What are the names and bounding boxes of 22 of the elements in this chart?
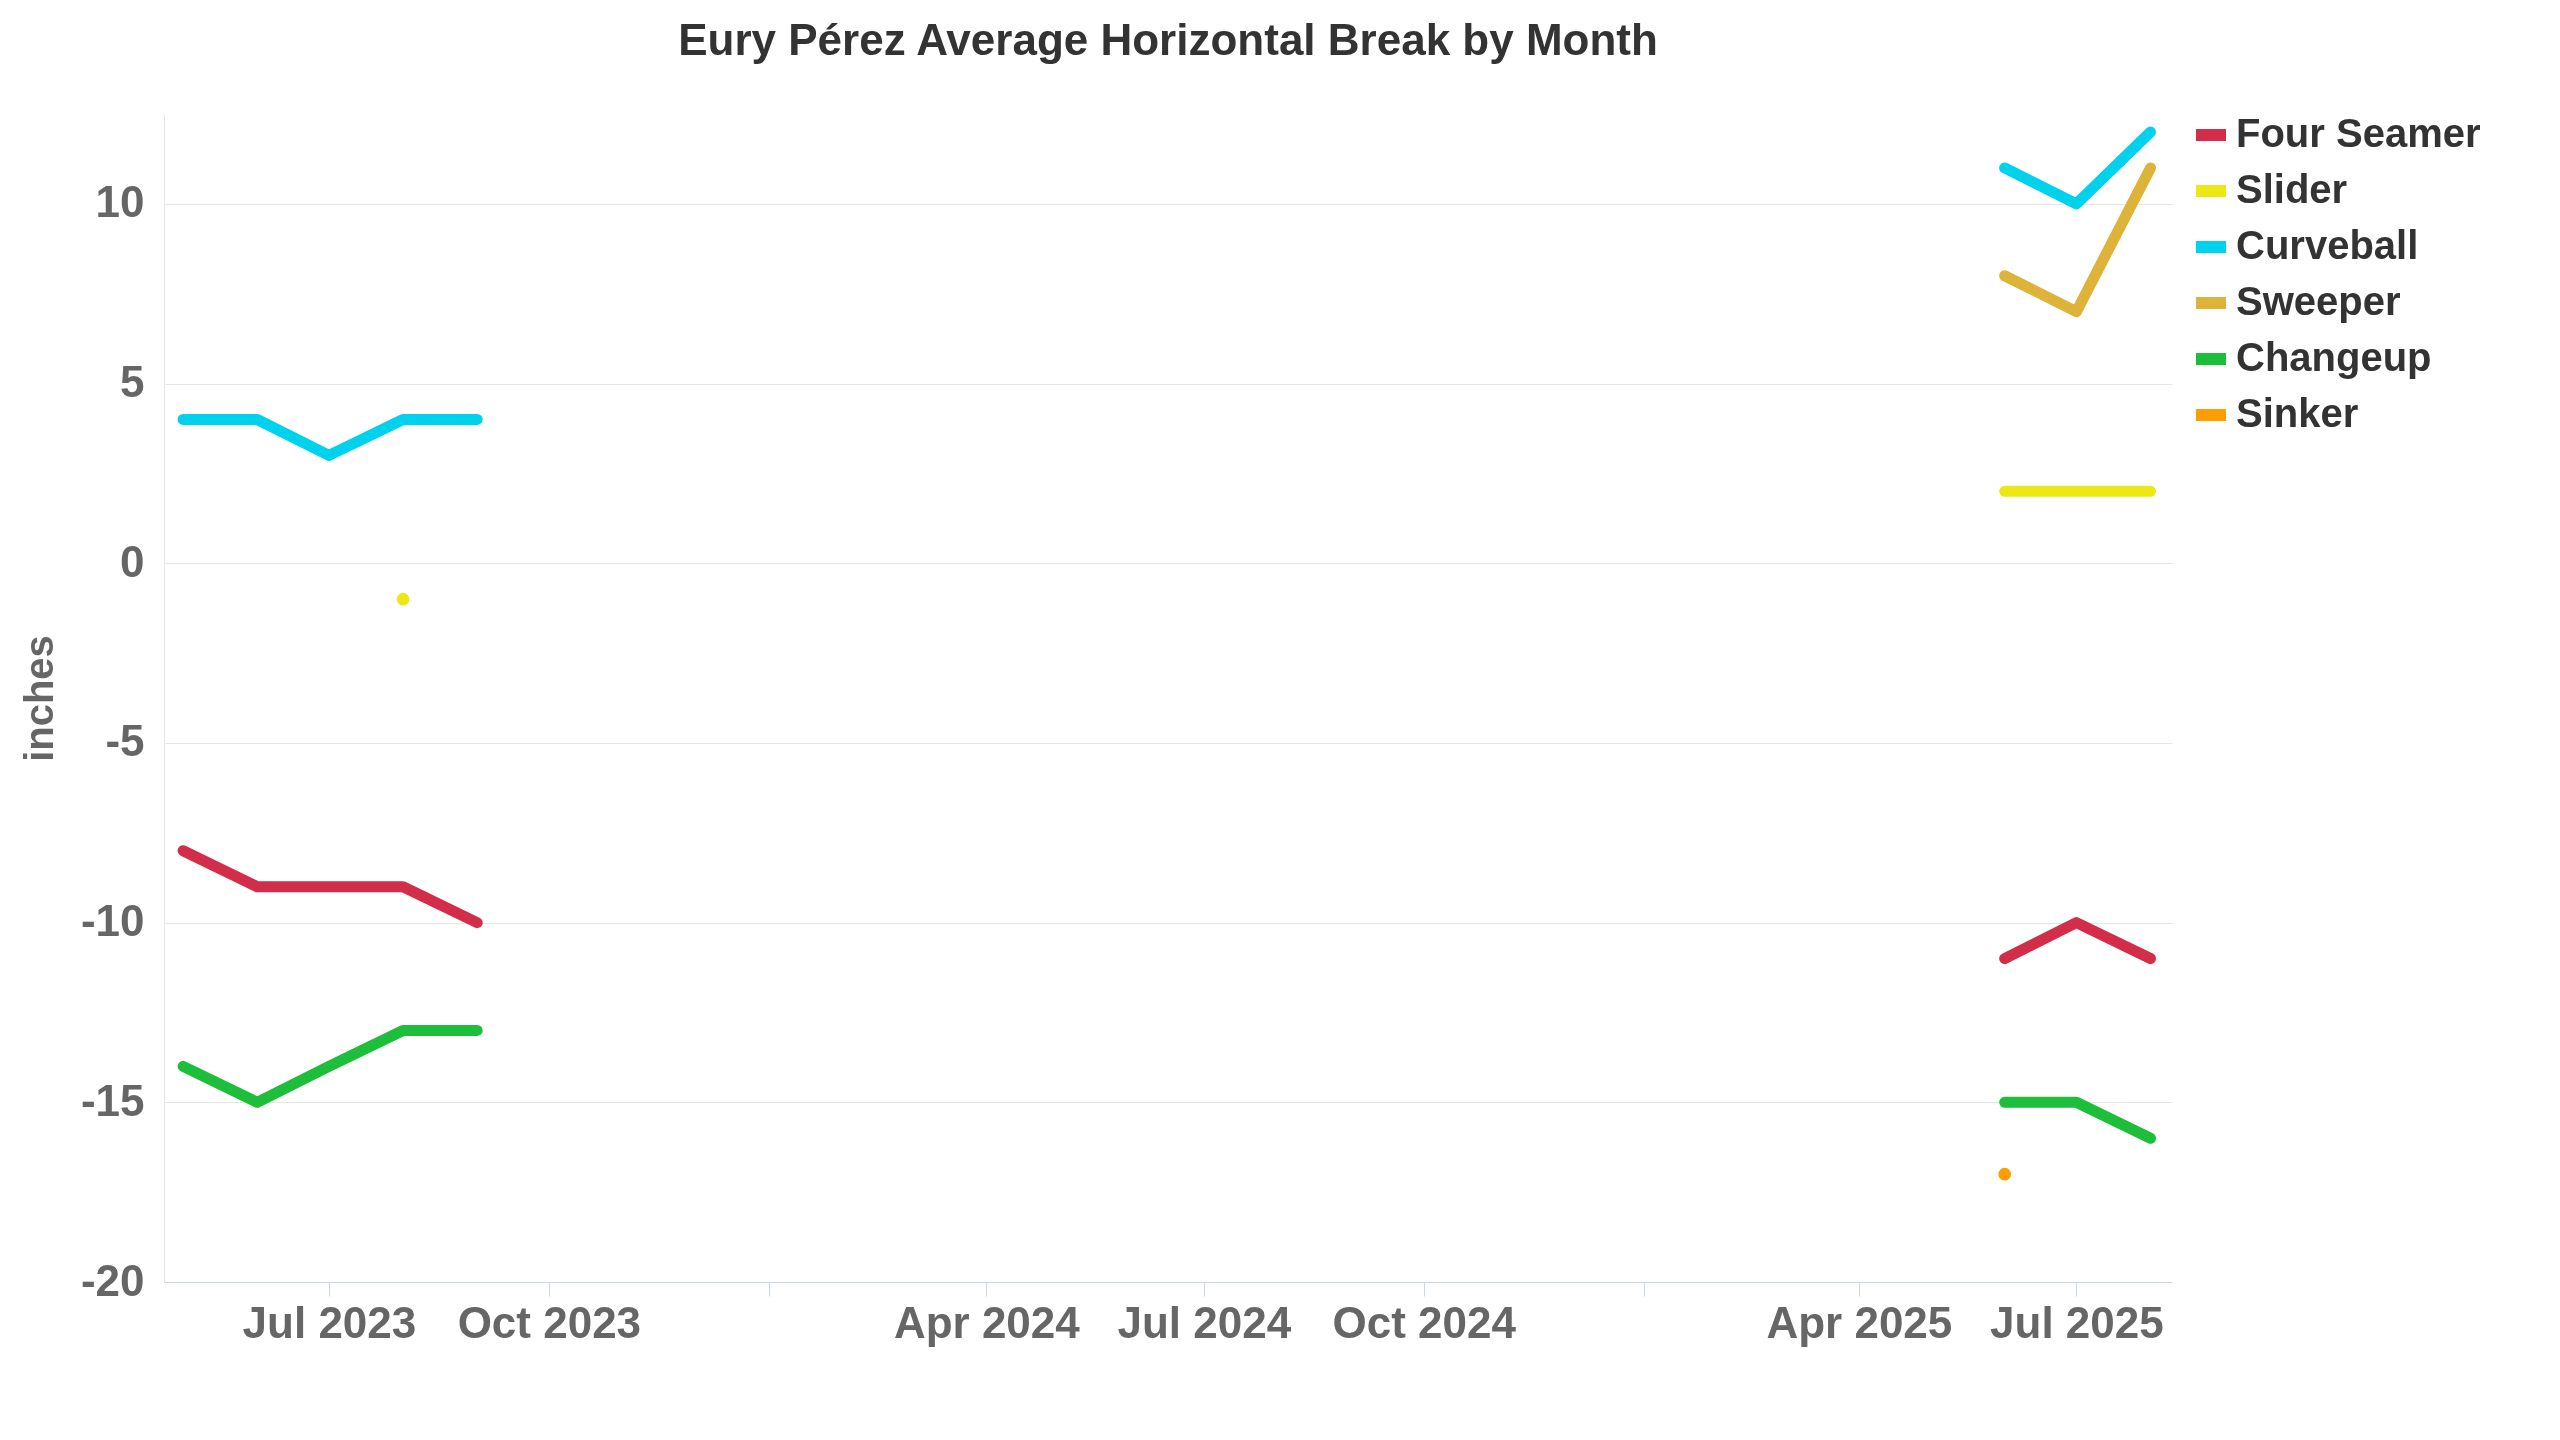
y-tick-label: 10 — [95, 177, 145, 227]
x-tick-label: Jul 2024 — [1117, 1297, 1292, 1347]
x-tick-label: Oct 2024 — [1332, 1297, 1517, 1347]
y-tick-label: 5 — [120, 357, 145, 407]
legend-label: Sweeper — [2236, 279, 2401, 323]
legend-label: Sinker — [2236, 391, 2359, 435]
y-tick-label: 0 — [120, 536, 145, 586]
chart-title: Eury Pérez Average Horizontal Break by Month — [678, 15, 1658, 64]
legend-label: Curveball — [2236, 223, 2419, 267]
legend-label: Changeup — [2236, 335, 2432, 379]
y-tick-label: -10 — [80, 896, 145, 946]
y-tick-label: -5 — [105, 716, 145, 766]
x-tick-label: Jul 2023 — [242, 1297, 417, 1347]
x-tick-label: Apr 2024 — [893, 1297, 1081, 1347]
x-tick-label: Oct 2023 — [457, 1297, 642, 1347]
y-tick-label: -15 — [80, 1075, 145, 1125]
y-axis-title: inches — [16, 635, 61, 762]
legend-label: Four Seamer — [2236, 111, 2481, 155]
legend-label: Slider — [2236, 167, 2348, 211]
y-tick-label: -20 — [80, 1255, 145, 1305]
x-tick-label: Apr 2025 — [1766, 1297, 1953, 1347]
x-tick-label: Jul 2025 — [1990, 1297, 2164, 1347]
